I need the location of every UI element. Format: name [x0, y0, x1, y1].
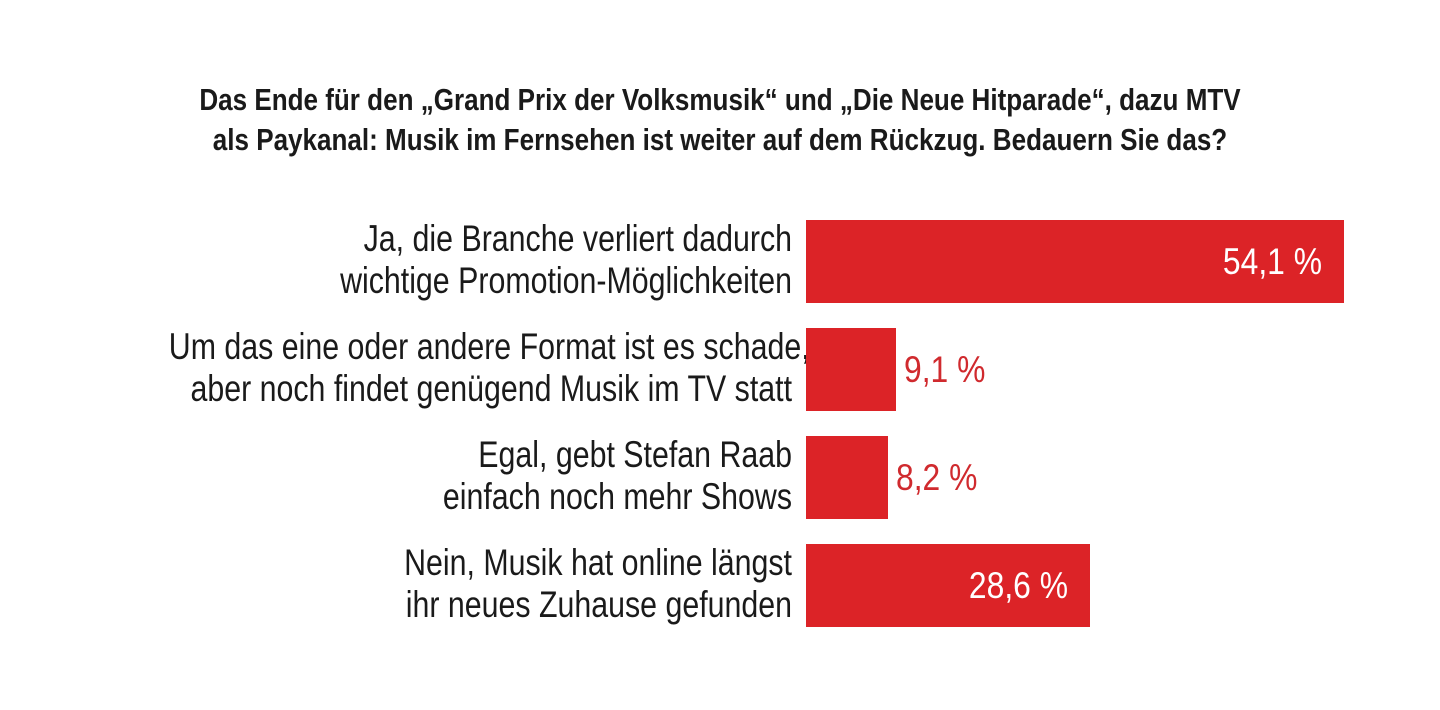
category-label-line: Egal, gebt Stefan Raab [478, 434, 792, 475]
bar [806, 544, 1090, 627]
category-label: Um das eine oder andere Format ist es sc… [168, 326, 810, 410]
category-label-line: Nein, Musik hat online längst [404, 542, 792, 583]
value-label: 54,1 % [1222, 240, 1322, 282]
category-label-line: ihr neues Zuhause gefunden [405, 584, 792, 625]
bar [806, 436, 888, 519]
bar [806, 328, 896, 411]
value-label: 8,2 % [896, 456, 978, 498]
category-label: Nein, Musik hat online längst ihr neues Z… [169, 542, 792, 626]
category-label-line: wichtige Promotion-Möglichkeiten [340, 260, 792, 301]
category-label-line: Um das eine oder andere Format ist es sc… [168, 326, 810, 367]
category-label-line: Ja, die Branche verliert dadurch [363, 218, 792, 259]
category-label-line: einfach noch mehr Shows [442, 476, 792, 517]
category-label: Ja, die Branche verliert dadurch wichtige… [169, 218, 792, 302]
category-label: Egal, gebt Stefan Raab einfach noch mehr … [169, 434, 792, 518]
bar [806, 220, 1344, 303]
chart-title: Das Ende für den „Grand Prix der Volksmu… [115, 80, 1325, 160]
value-label: 9,1 % [904, 348, 986, 390]
category-label-line: aber noch findet genügend Musik im TV st… [190, 368, 792, 409]
chart-title-line-2: als Paykanal: Musik im Fernsehen ist wei… [212, 122, 1228, 157]
chart-title-line-1: Das Ende für den „Grand Prix der Volksmu… [199, 82, 1241, 117]
value-label: 28,6 % [968, 564, 1068, 606]
